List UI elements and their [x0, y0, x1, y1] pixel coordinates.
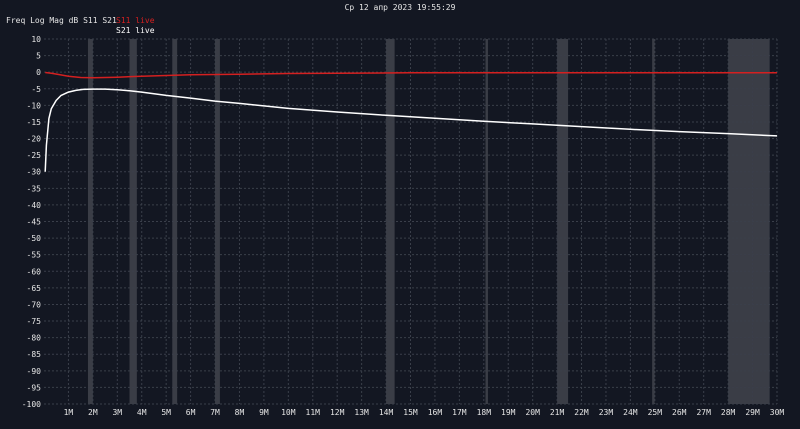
x-tick-label: 19M	[501, 408, 516, 417]
x-tick-label: 4M	[137, 408, 147, 417]
y-tick-label: -65	[27, 284, 42, 293]
y-tick-label: -20	[27, 135, 42, 144]
x-tick-label: 22M	[574, 408, 589, 417]
x-tick-label: 6M	[186, 408, 196, 417]
x-tick-label: 12M	[330, 408, 345, 417]
x-tick-label: 14M	[379, 408, 394, 417]
y-tick-label: -75	[27, 317, 42, 326]
x-tick-label: 23M	[599, 408, 614, 417]
y-tick-label: -5	[31, 85, 41, 94]
y-tick-label: -25	[27, 151, 42, 160]
grid	[44, 38, 778, 405]
x-tick-label: 3M	[112, 408, 122, 417]
band-highlight	[485, 39, 488, 404]
x-tick-label: 26M	[672, 408, 687, 417]
x-tick-label: 10M	[281, 408, 296, 417]
y-tick-label: -85	[27, 350, 42, 359]
x-tick-label: 13M	[354, 408, 369, 417]
x-tick-label: 9M	[259, 408, 269, 417]
x-tick-label: 7M	[210, 408, 220, 417]
x-tick-label: 1M	[64, 408, 74, 417]
trace-info: Freq Log Mag dB S11 S21	[6, 16, 117, 25]
x-tick-label: 15M	[403, 408, 418, 417]
y-tick-label: -45	[27, 218, 42, 227]
x-tick-label: 18M	[477, 408, 492, 417]
y-tick-label: -10	[27, 101, 42, 110]
x-tick-label: 8M	[235, 408, 245, 417]
y-tick-label: -95	[27, 383, 42, 392]
y-axis-labels: 10 5 0 -5 -10 -15 -20 -25 -30 -35 -40 -45 -50 -55 -60 -…	[22, 35, 41, 409]
y-tick-label: -55	[27, 251, 42, 260]
y-tick-label: 5	[36, 52, 41, 61]
x-tick-label: 30M	[770, 408, 785, 417]
y-tick-label: 0	[36, 68, 41, 77]
band-highlight	[557, 39, 569, 404]
x-tick-label: 5M	[161, 408, 171, 417]
x-tick-label: 16M	[428, 408, 443, 417]
x-tick-label: 29M	[745, 408, 760, 417]
x-tick-label: 21M	[550, 408, 565, 417]
y-tick-label: 10	[31, 35, 41, 44]
x-tick-label: 20M	[525, 408, 540, 417]
s21-trace	[44, 88, 778, 172]
y-tick-label: -60	[27, 267, 42, 276]
y-tick-label: -35	[27, 184, 42, 193]
s11-trace	[45, 71, 777, 79]
x-tick-label: 24M	[623, 408, 638, 417]
x-axis-labels: 1M 2M 3M 4M 5M 6M 7M 8M 9M 10M 11M 12M 13M 14M 15M 16M 1…	[64, 408, 785, 417]
x-tick-label: 17M	[452, 408, 467, 417]
legend-s11: S11 live	[116, 16, 155, 25]
y-tick-label: -30	[27, 168, 42, 177]
y-tick-label: -40	[27, 201, 42, 210]
traces	[44, 71, 778, 172]
band-highlight	[87, 39, 93, 404]
y-tick-label: -50	[27, 234, 42, 243]
x-tick-label: 27M	[696, 408, 711, 417]
y-tick-label: -100	[22, 400, 41, 409]
y-tick-label: -90	[27, 367, 42, 376]
band-highlight	[386, 39, 395, 404]
band-highlight	[172, 39, 178, 404]
y-tick-label: -15	[27, 118, 42, 127]
x-tick-label: 28M	[721, 408, 736, 417]
legend-s21: S21 live	[116, 26, 155, 35]
x-tick-label: 11M	[306, 408, 321, 417]
y-tick-label: -70	[27, 300, 42, 309]
x-tick-label: 25M	[648, 408, 663, 417]
y-tick-label: -80	[27, 334, 42, 343]
x-tick-label: 2M	[88, 408, 98, 417]
timestamp: Ср 12 апр 2023 19:55:29	[345, 3, 456, 12]
